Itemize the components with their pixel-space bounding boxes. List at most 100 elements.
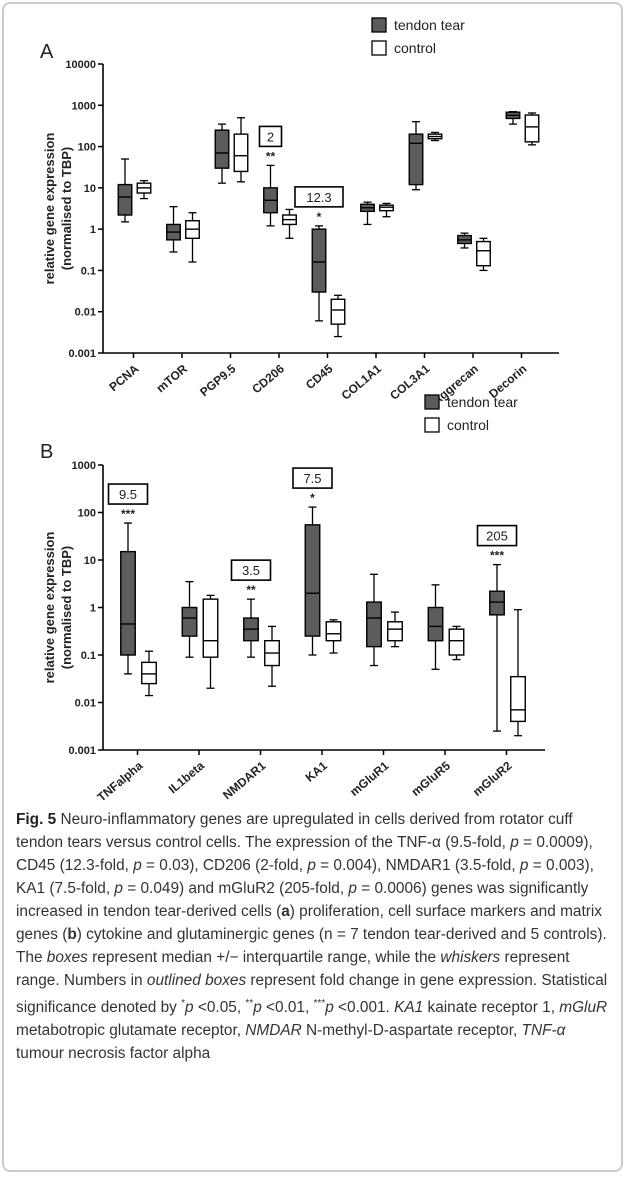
legend-swatch-control (424, 417, 440, 433)
box-control (524, 114, 540, 143)
caption-run: tumour necrosis factor alpha (16, 1045, 211, 1063)
caption-run: = 0.003), KA1 (7.5-fold, (16, 857, 594, 897)
caption-run: b (67, 926, 77, 943)
fold-change-box (258, 125, 283, 148)
caption-run: p (133, 857, 142, 874)
caption-run: <0.001. (333, 999, 395, 1017)
legend-label: control (447, 417, 489, 433)
fold-change-label: 7.5 (303, 471, 321, 486)
box-control (233, 133, 249, 173)
caption-run: a (281, 903, 290, 920)
fold-change-label: 3.5 (242, 563, 260, 578)
figure-caption: Fig. 5 Neuro-inflammatory genes are upre… (16, 808, 612, 1065)
caption-run: whiskers (440, 949, 501, 966)
x-tick-label: PGP9.5 (197, 361, 238, 399)
caption-run: p (185, 999, 194, 1017)
caption-run: N-methyl-D-aspartate receptor, (301, 1022, 522, 1040)
y-axis-label: relative gene expression (42, 532, 57, 684)
box-tendon-tear (181, 606, 198, 637)
box-control (330, 298, 346, 325)
fold-change-label: 2 (267, 129, 274, 144)
panel-letter: A (40, 41, 54, 63)
y-tick-label: 0.001 (68, 745, 96, 757)
y-tick-label: 0.1 (81, 265, 96, 277)
caption-run: KA1 (394, 999, 424, 1017)
caption-run: NMDAR (245, 1022, 302, 1040)
y-axis-label: (normalised to TBP) (59, 546, 74, 670)
fold-change-box (292, 467, 333, 489)
box-tendon-tear (117, 183, 133, 216)
x-tick-label: IL1beta (166, 758, 207, 796)
caption-run: = 0.0006) genes was significantly increa… (16, 880, 589, 920)
y-tick-label: 0.001 (68, 348, 96, 360)
x-tick-label: mGluR5 (409, 758, 453, 799)
caption-run: ** (245, 998, 254, 1009)
box-control (476, 240, 491, 267)
fold-change-label: 205 (486, 529, 508, 544)
caption-run: represent fold change in gene expression… (16, 972, 608, 1017)
caption-run: p (253, 999, 262, 1017)
y-tick-label: 1 (90, 224, 96, 236)
box-tendon-tear (120, 550, 136, 656)
caption-run: p (348, 880, 357, 897)
caption-run: p (307, 857, 316, 874)
box-tendon-tear (214, 129, 230, 169)
box-tendon-tear (489, 590, 505, 616)
y-tick-label: 0.01 (75, 698, 96, 710)
box-tendon-tear (427, 606, 444, 642)
caption-run: metabotropic glutamate receptor, (16, 1022, 246, 1040)
y-tick-label: 1000 (72, 100, 96, 112)
caption-run: = 0.049) and mGluR2 (205-fold, (122, 880, 349, 897)
caption-run: mGluR (559, 999, 608, 1017)
caption-run: p (519, 857, 529, 874)
box-control (325, 621, 342, 642)
caption-run: represent range. Numbers in (16, 949, 570, 989)
x-tick-label: COL1A1 (339, 361, 385, 402)
caption-run: = 0.03), CD206 (2-fold, (141, 857, 308, 874)
x-tick-label: KA1 (303, 758, 331, 784)
significance-marker: ** (266, 149, 276, 163)
box-tendon-tear (366, 601, 382, 648)
caption-run: = 0.004), NMDAR1 (3.5-fold, (315, 857, 520, 874)
x-tick-label: CD206 (249, 361, 287, 396)
x-tick-label: NMDAR1 (220, 758, 269, 800)
y-tick-label: 1 (90, 603, 96, 615)
caption-run: outlined boxes (146, 972, 247, 989)
legend-label: tendon tear (447, 394, 518, 410)
box-control (510, 675, 526, 723)
figure-label: Fig. 5 (16, 811, 57, 828)
significance-marker: ** (246, 583, 256, 597)
y-axis-label: relative gene expression (42, 133, 57, 285)
fold-change-label: 9.5 (119, 487, 137, 502)
caption-run: p (114, 880, 123, 897)
significance-marker: *** (490, 549, 504, 563)
caption-lead: Neuro-inflammatory genes are upregulated… (16, 811, 573, 851)
caption-run: p (510, 834, 519, 851)
y-tick-label: 100 (78, 142, 96, 154)
legend-swatch-tendon-tear (371, 17, 387, 33)
y-axis-label: (normalised to TBP) (59, 147, 74, 271)
caption-run: <0.01, (261, 999, 314, 1017)
fold-change-box (294, 186, 344, 208)
x-tick-label: mGluR2 (470, 758, 514, 799)
x-tick-label: TNFalpha (95, 758, 146, 800)
box-tendon-tear (408, 133, 424, 186)
caption-run: *** (313, 998, 326, 1009)
box-control (202, 598, 219, 658)
caption-body: p = 0.0009), CD45 (12.3-fold, p = 0.03),… (16, 834, 607, 1062)
box-control (379, 204, 394, 212)
caption-run: boxes (46, 949, 88, 966)
caption-run: ) cytokine and glutaminergic genes (n = … (16, 926, 607, 966)
box-tendon-tear (304, 524, 321, 637)
caption-run: TNF-α (521, 1022, 566, 1040)
significance-marker: * (317, 210, 322, 224)
x-tick-label: mTOR (154, 361, 191, 395)
y-tick-label: 0.01 (75, 307, 96, 319)
x-tick-label: PCNA (106, 361, 141, 394)
fold-change-box (476, 524, 518, 547)
caption-run: ) proliferation, cell surface markers an… (16, 903, 602, 943)
legend-swatch-control (371, 40, 387, 56)
box-control (387, 621, 403, 642)
significance-marker: *** (121, 507, 135, 521)
